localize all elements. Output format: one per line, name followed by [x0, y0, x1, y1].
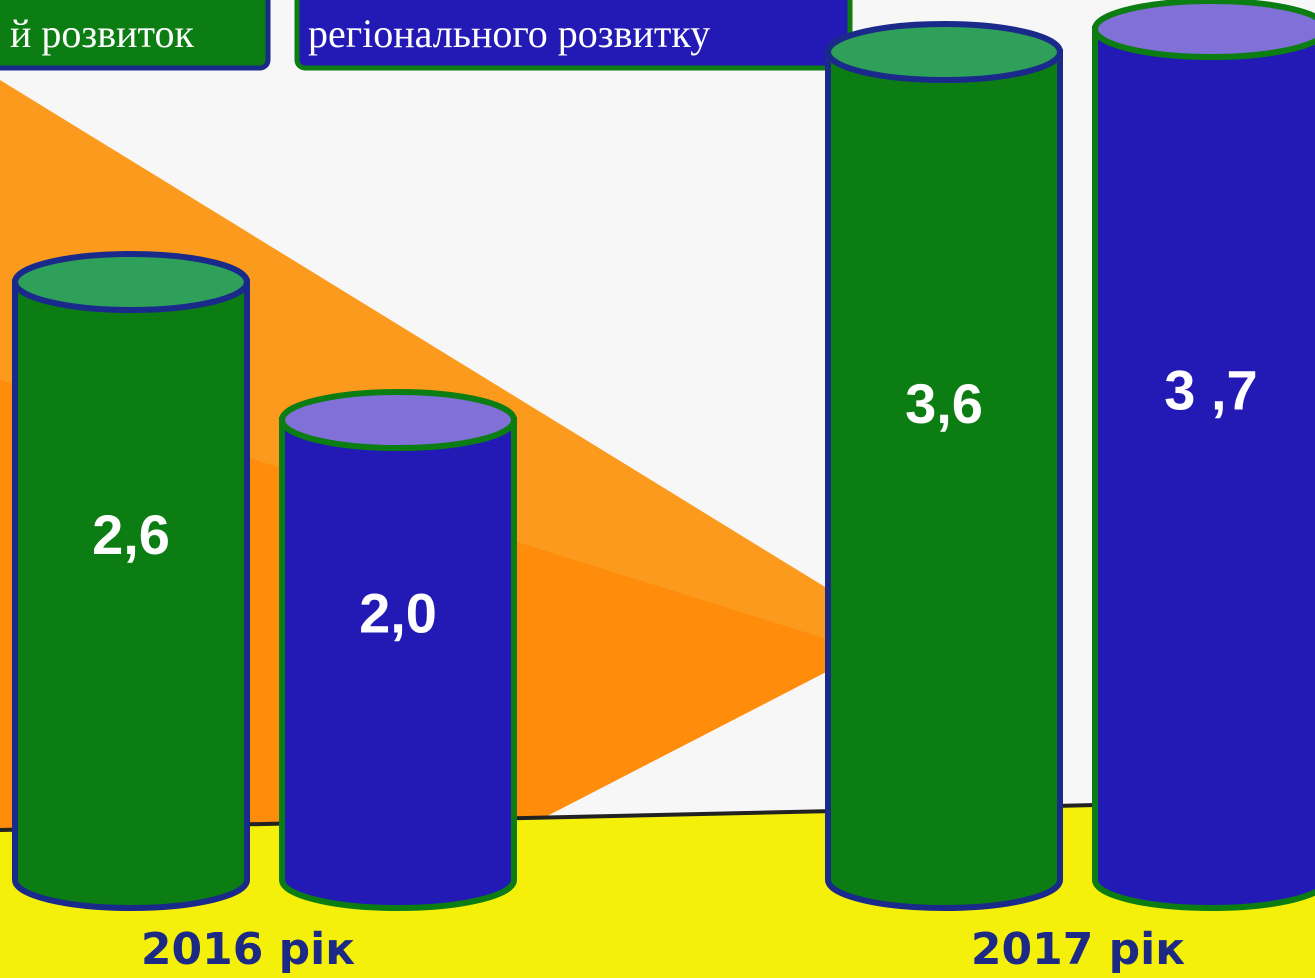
value-label: 3,6	[905, 372, 983, 435]
cylinder-top	[282, 392, 514, 448]
legend-label: регіонального розвитку	[308, 11, 710, 56]
value-label: 3 ,7	[1164, 359, 1257, 422]
legend-label: й розвиток	[10, 11, 194, 56]
cylinder	[15, 282, 247, 908]
category-label: 2016 рік	[141, 924, 355, 975]
value-label: 2,0	[359, 582, 437, 645]
cylinder-top	[1095, 1, 1315, 57]
cylinder-top	[828, 24, 1060, 80]
category-label: 2017 рік	[971, 924, 1185, 975]
value-label: 2,6	[92, 503, 170, 566]
cylinder	[282, 420, 514, 908]
cylinder	[1095, 29, 1315, 908]
cylinder	[828, 52, 1060, 908]
chart: й розвиток регіонального розвитку 2016 р…	[0, 0, 1315, 978]
cylinder-top	[15, 254, 247, 310]
